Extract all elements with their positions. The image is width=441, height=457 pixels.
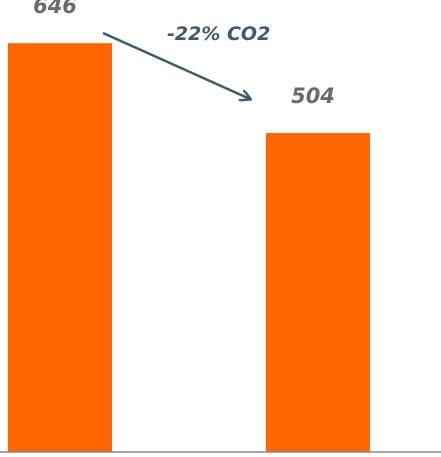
bar-2 <box>266 133 370 453</box>
data-labels-group: 646 504 <box>33 0 335 108</box>
change-annotation-label: -22% CO2 <box>167 23 270 45</box>
change-arrow <box>102 31 250 99</box>
bars-group <box>8 43 370 453</box>
bar-value-label-2: 504 <box>291 84 335 108</box>
bar-1 <box>8 43 112 452</box>
bar-value-label-1: 646 <box>33 0 77 18</box>
